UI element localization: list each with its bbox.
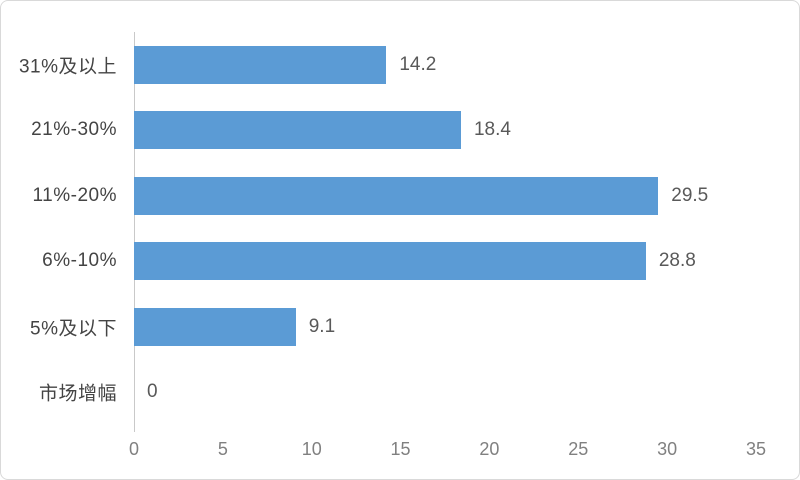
x-tick-label: 0	[128, 439, 140, 459]
x-tick-label: 20	[479, 439, 500, 459]
value-label: 14.2	[399, 53, 437, 75]
category-label: 6%-10%	[42, 250, 117, 272]
x-tick-label: 25	[568, 439, 589, 459]
category-label: 市场增幅	[38, 383, 117, 405]
bar	[134, 242, 646, 281]
bar	[134, 307, 296, 346]
category-label: 31%及以上	[18, 56, 117, 78]
category-label: 5%及以下	[30, 318, 117, 340]
category-label: 11%-20%	[32, 184, 117, 206]
x-tick-label: 15	[390, 439, 411, 459]
x-tick-label: 30	[657, 439, 678, 459]
value-label: 28.8	[658, 250, 696, 272]
chart-row: 11%-20% 29.5	[1, 163, 799, 229]
chart-row: 5%及以下 9.1	[1, 294, 799, 360]
x-tick-label: 10	[301, 439, 322, 459]
value-label: 18.4	[473, 119, 511, 141]
chart-row: 31%及以上 14.2	[1, 32, 799, 98]
value-label: 29.5	[671, 184, 709, 206]
chart-row: 21%-30% 18.4	[1, 98, 799, 164]
value-label: 9.1	[308, 315, 336, 337]
category-axis-line	[134, 32, 135, 432]
chart-row: 市场增幅 0	[1, 360, 799, 426]
x-tick-label: 35	[745, 439, 767, 459]
chart-row: 6%-10% 28.8	[1, 229, 799, 295]
bar	[134, 111, 461, 150]
x-tick-label: 5	[217, 439, 228, 459]
category-label: 21%-30%	[31, 119, 117, 141]
bar	[134, 45, 387, 84]
bar	[134, 176, 659, 215]
value-label: 0	[147, 381, 158, 403]
